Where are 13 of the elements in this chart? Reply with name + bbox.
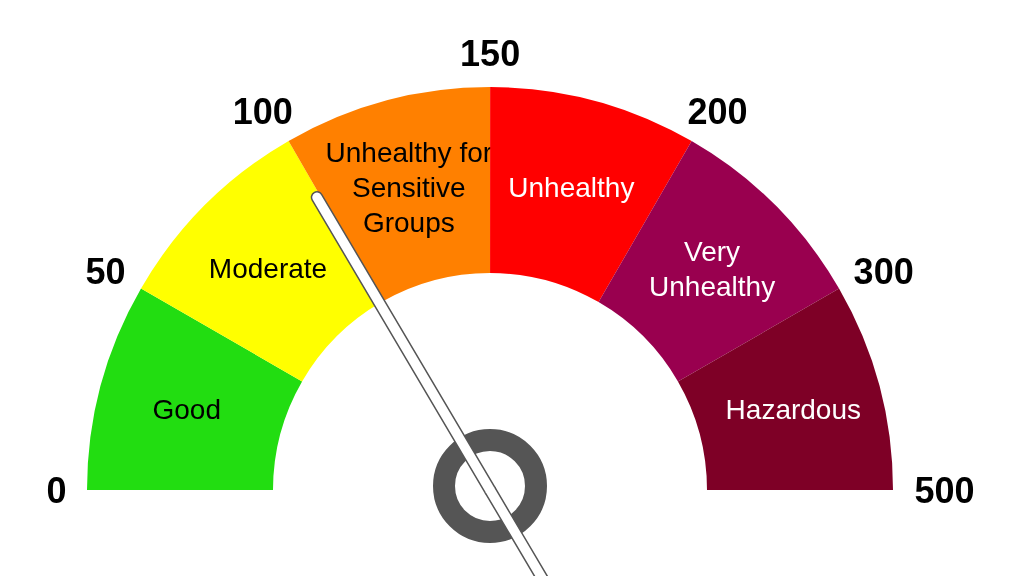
slice-label: Very Unhealthy (649, 235, 776, 302)
slice-label: Unhealthy for Sensitive Groups (325, 136, 493, 238)
text: 50 (85, 250, 126, 292)
text: 300 (853, 251, 914, 293)
slice-label: Good (152, 393, 221, 425)
text: 500 (914, 469, 975, 511)
text: 0 (46, 469, 67, 511)
text: 100 (232, 91, 293, 132)
text: 150 (460, 32, 521, 74)
slice-label: Unhealthy (508, 171, 635, 203)
text: 200 (687, 91, 748, 133)
slice-label: Moderate (208, 252, 328, 284)
slice-label: Hazardous (725, 393, 862, 425)
